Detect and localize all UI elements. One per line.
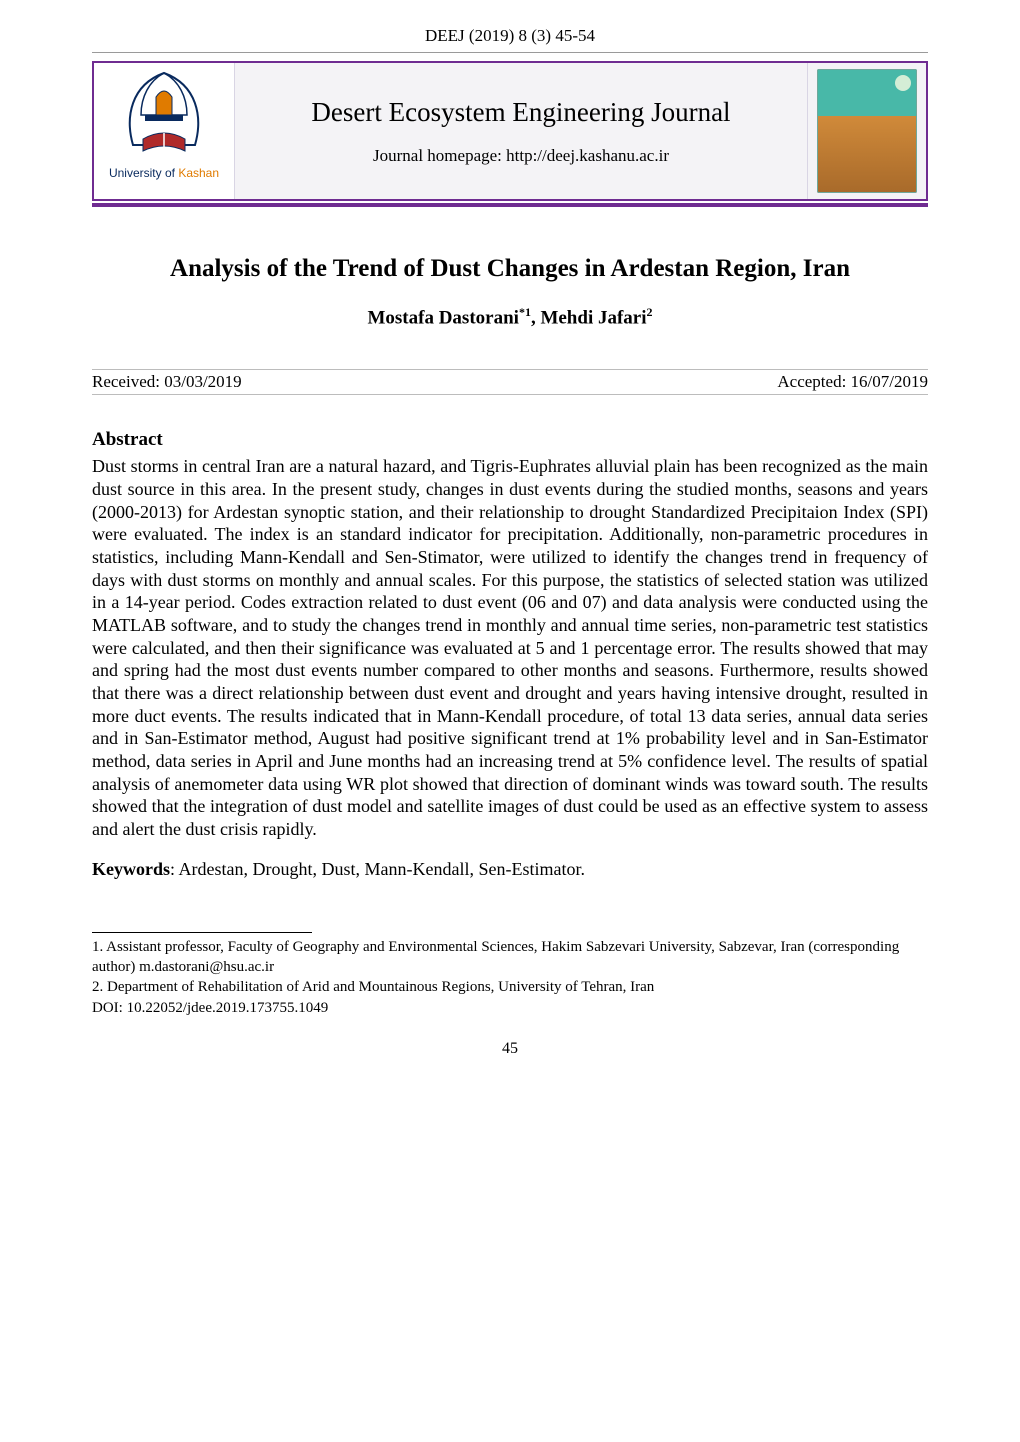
banner-center-cell: Desert Ecosystem Engineering Journal Jou…: [234, 63, 808, 199]
header-rule: [92, 52, 928, 53]
abstract-body: Dust storms in central Iran are a natura…: [92, 455, 928, 840]
article-title: Analysis of the Trend of Dust Changes in…: [92, 255, 928, 283]
banner-left-cell: University of Kashan: [94, 63, 234, 199]
journal-cover-icon: [817, 69, 917, 193]
author-2-affil-sup: 2: [647, 305, 653, 319]
author-separator: ,: [531, 307, 541, 328]
author-1-affil-sup: *1: [519, 305, 531, 319]
received-date: Received: 03/03/2019: [92, 372, 242, 392]
journal-name: Desert Ecosystem Engineering Journal: [311, 97, 730, 128]
author-2-name: Mehdi Jafari: [540, 307, 646, 328]
page-number: 45: [92, 1040, 928, 1058]
author-1-name: Mostafa Dastorani: [367, 307, 518, 328]
footnote-1: 1. Assistant professor, Faculty of Geogr…: [92, 937, 928, 978]
abstract-heading: Abstract: [92, 429, 928, 451]
footnote-2: 2. Department of Rehabilitation of Arid …: [92, 977, 928, 997]
keywords-label: Keywords: [92, 859, 170, 879]
caption-kashan: Kashan: [178, 166, 219, 180]
banner-underline: [92, 203, 928, 207]
page-root: DEEJ (2019) 8 (3) 45-54 University of Ka…: [0, 0, 1020, 1088]
accepted-date: Accepted: 16/07/2019: [777, 372, 928, 392]
university-caption: University of Kashan: [109, 167, 219, 180]
university-logo-icon: [109, 67, 219, 165]
authors-line: Mostafa Dastorani*1, Mehdi Jafari2: [92, 305, 928, 329]
keywords-line: Keywords: Ardestan, Drought, Dust, Mann-…: [92, 859, 928, 880]
running-head: DEEJ (2019) 8 (3) 45-54: [92, 26, 928, 46]
caption-university: University of: [109, 166, 175, 180]
journal-homepage: Journal homepage: http://deej.kashanu.ac…: [373, 146, 669, 166]
footnote-doi: DOI: 10.22052/jdee.2019.173755.1049: [92, 998, 928, 1018]
banner-right-cell: [808, 63, 926, 199]
keywords-text: : Ardestan, Drought, Dust, Mann-Kendall,…: [170, 859, 585, 879]
journal-banner: University of Kashan Desert Ecosystem En…: [92, 61, 928, 201]
dates-row: Received: 03/03/2019 Accepted: 16/07/201…: [92, 369, 928, 395]
footnotes: 1. Assistant professor, Faculty of Geogr…: [92, 933, 928, 1018]
